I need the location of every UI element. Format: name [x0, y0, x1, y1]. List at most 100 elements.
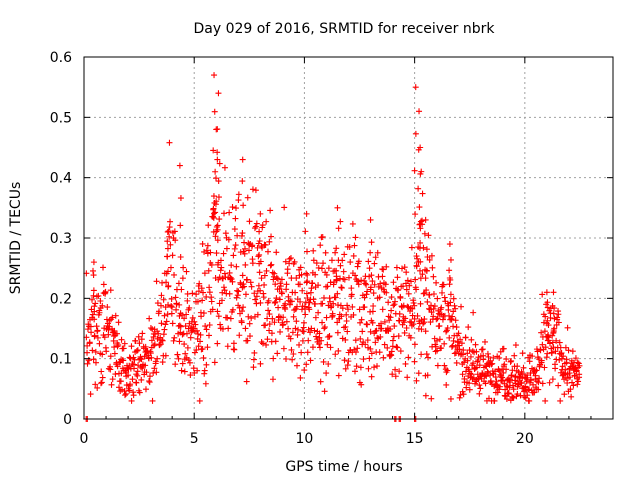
data-point [195, 288, 202, 295]
data-point-peak [550, 289, 557, 296]
data-point [113, 330, 120, 337]
data-point [215, 313, 222, 320]
data-point [231, 226, 238, 233]
data-point [463, 384, 470, 391]
data-point [255, 282, 262, 289]
data-point [560, 353, 567, 360]
data-point [376, 294, 383, 301]
data-point [420, 290, 427, 297]
data-point [438, 345, 445, 352]
data-point [162, 352, 169, 359]
data-point [163, 279, 170, 286]
data-point-peak [215, 90, 222, 97]
data-point [246, 333, 253, 340]
data-point [466, 380, 473, 387]
data-point [272, 338, 279, 345]
data-point [549, 339, 556, 346]
data-point [355, 258, 362, 265]
data-point [460, 359, 467, 366]
data-point [432, 343, 439, 350]
data-point [176, 312, 183, 319]
data-point [89, 296, 96, 303]
data-point [363, 281, 370, 288]
data-point-peak [90, 272, 97, 279]
data-point [95, 292, 102, 299]
data-point [524, 392, 531, 399]
y-tick-label: 0.1 [50, 352, 72, 368]
data-point [339, 335, 346, 342]
data-point [395, 333, 402, 340]
data-point [244, 194, 251, 201]
data-point [443, 328, 450, 335]
data-point [325, 265, 332, 272]
data-point [373, 327, 380, 334]
data-point [248, 283, 255, 290]
data-point [179, 275, 186, 282]
data-point [138, 336, 145, 343]
data-point [459, 371, 466, 378]
data-point [364, 321, 371, 328]
data-point [275, 304, 282, 311]
data-point [322, 249, 329, 256]
data-point-peak [333, 273, 340, 280]
data-point [290, 313, 297, 320]
data-point [203, 247, 210, 254]
data-point-peak [302, 228, 309, 235]
data-point [263, 267, 270, 274]
data-point [395, 287, 402, 294]
data-point [441, 362, 448, 369]
data-point [175, 355, 182, 362]
data-point [297, 298, 304, 305]
data-point [276, 285, 283, 292]
data-point [107, 287, 114, 294]
data-point [107, 366, 114, 373]
data-point [172, 361, 179, 368]
data-point [171, 334, 178, 341]
data-point [271, 299, 278, 306]
data-point [403, 324, 410, 331]
data-point [352, 349, 359, 356]
data-point [555, 311, 562, 318]
data-point [452, 305, 459, 312]
data-point [358, 316, 365, 323]
data-point-peak [544, 317, 551, 324]
data-point [529, 353, 536, 360]
data-point [352, 234, 359, 241]
data-point [200, 354, 207, 361]
data-point [319, 319, 326, 326]
data-point [482, 338, 489, 345]
data-point [334, 290, 341, 297]
data-point-peak [304, 248, 311, 255]
data-point-peak [210, 147, 217, 154]
data-point [149, 397, 156, 404]
data-point [420, 320, 427, 327]
data-point [403, 286, 410, 293]
data-point [392, 366, 399, 373]
data-point [122, 392, 129, 399]
data-point [316, 330, 323, 337]
data-point [176, 322, 183, 329]
data-point [487, 377, 494, 384]
data-point [91, 316, 98, 323]
data-point [308, 325, 315, 332]
data-point-peak [549, 302, 556, 309]
data-point [418, 351, 425, 358]
data-point [187, 334, 194, 341]
data-point [362, 280, 369, 287]
data-point [267, 207, 274, 214]
data-point [476, 382, 483, 389]
data-point [551, 315, 558, 322]
data-point-peak [91, 303, 98, 310]
data-point-peak [543, 289, 550, 296]
data-point [171, 228, 178, 235]
data-point [528, 377, 535, 384]
data-point [542, 344, 549, 351]
data-point-peak [447, 256, 454, 263]
data-point [286, 255, 293, 262]
data-point [133, 347, 140, 354]
data-point [328, 257, 335, 264]
data-point [387, 314, 394, 321]
data-point [299, 327, 306, 334]
data-point [98, 380, 105, 387]
data-point [273, 275, 280, 282]
